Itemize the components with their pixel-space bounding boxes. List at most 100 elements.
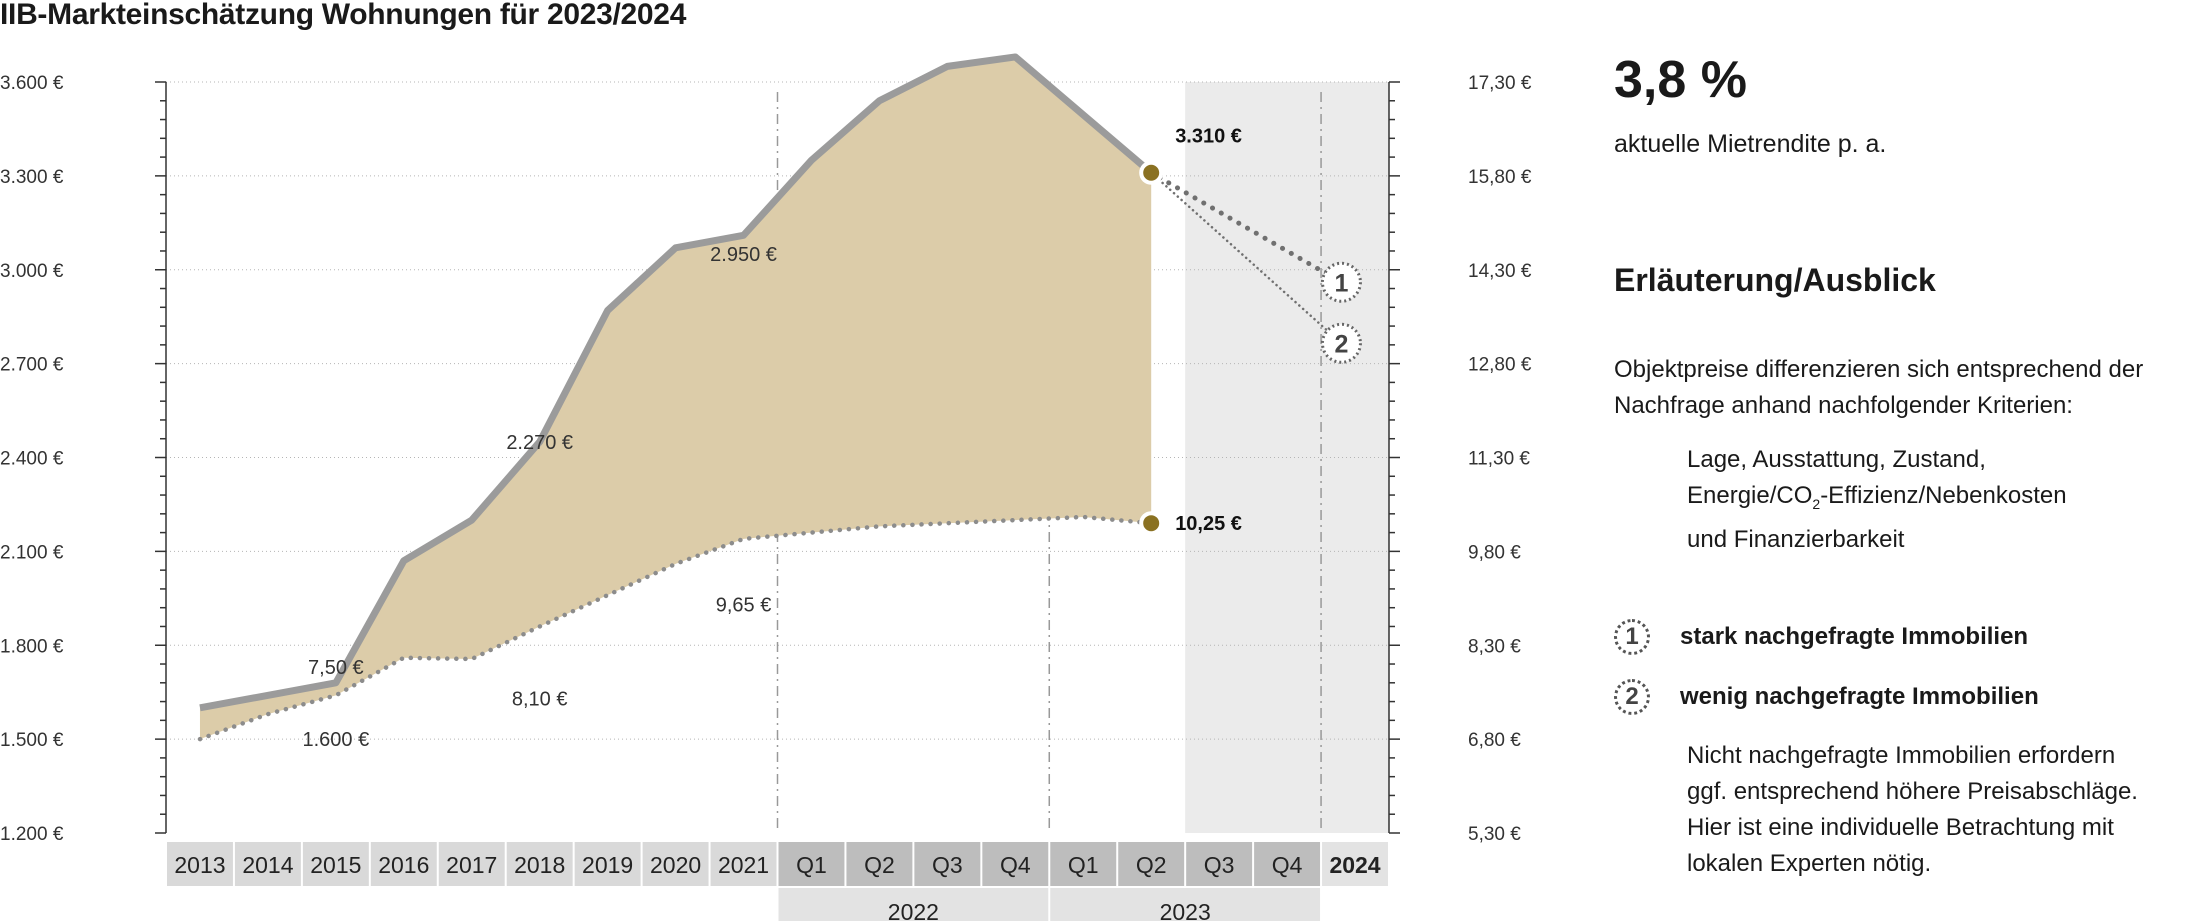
x-axis-cell	[574, 842, 641, 886]
data-label: 2.270 €	[506, 432, 573, 454]
y-tick-label-right: 17,30 €	[1468, 73, 1532, 94]
note-line-2: ggf. entsprechend höhere Preisabschläge.	[1687, 778, 2138, 805]
y-tick-label-left: 2.100 €	[0, 542, 64, 563]
forecast-marker-1-label: 1	[1334, 269, 1348, 297]
criteria-block: Lage, Ausstattung, Zustand, Energie/CO2-…	[1687, 442, 2067, 558]
x-axis-cell	[167, 842, 233, 886]
forecast-marker-2	[1320, 322, 1362, 364]
x-group-label: 2023	[1160, 899, 1211, 921]
y-tick-label-right: 6,80 €	[1468, 730, 1521, 751]
x-tick-label: Q3	[1204, 852, 1235, 878]
data-label: 8,10 €	[512, 688, 568, 710]
criteria-line-2b: -Effizienz/Nebenkosten	[1820, 482, 2067, 509]
x-tick-label: 2013	[174, 852, 225, 878]
x-axis-cell	[642, 842, 709, 886]
yield-label: aktuelle Mietrendite p. a.	[1614, 130, 1887, 158]
criteria-line-1: Lage, Ausstattung, Zustand,	[1687, 446, 1986, 473]
legend-label-1: stark nachgefragte Immobilien	[1680, 623, 2029, 650]
x-tick-label: 2015	[310, 852, 361, 878]
x-axis-cell	[1050, 842, 1117, 886]
x-axis-cell	[1322, 842, 1388, 886]
x-tick-label: Q3	[932, 852, 963, 878]
x-axis-cell	[234, 842, 301, 886]
data-label: 7,50 €	[308, 657, 364, 679]
criteria-line-3: und Finanzierbarkeit	[1687, 525, 1905, 553]
data-label: 2.950 €	[710, 244, 777, 266]
y-tick-label-right: 15,80 €	[1468, 167, 1532, 188]
y-tick-label-left: 2.700 €	[0, 355, 64, 376]
x-axis-cell	[778, 842, 845, 886]
legend-item-1: 1 stark nachgefragte Immobilien	[1614, 619, 2028, 655]
x-tick-label: 2017	[446, 852, 497, 878]
legend-marker-2: 2	[1614, 679, 1650, 715]
x-tick-label: 2018	[514, 852, 565, 878]
data-label: 9,65 €	[716, 595, 772, 617]
forecast-line-1	[1148, 170, 1344, 285]
chart-title: IIB-Markteinschätzung Wohnungen für 2023…	[0, 0, 687, 31]
x-axis-cell	[438, 842, 505, 886]
price-rent-gap-area	[199, 56, 1152, 740]
y-tick-label-left: 3.300 €	[0, 167, 64, 188]
x-tick-label: 2014	[242, 852, 293, 878]
forecast-marker-2-label: 2	[1334, 330, 1348, 358]
x-tick-label: 2016	[378, 852, 429, 878]
legend-marker-1: 1	[1614, 619, 1650, 655]
x-axis-cell	[1254, 842, 1321, 886]
price-rent-chart: 1 2 1.200 € 5,30 € 1.500 € 6,80 € 1.800 € 8,30…	[0, 53, 1532, 921]
y-tick-label-left: 3.600 €	[0, 73, 64, 94]
forecast-line-2	[1149, 171, 1343, 345]
note-line-4: lokalen Experten nötig.	[1687, 850, 1932, 877]
explanation-heading: Erläuterung/Ausblick	[1614, 262, 1936, 298]
x-tick-label: 2024	[1329, 852, 1380, 878]
x-axis-cell	[710, 842, 777, 886]
data-label: 1.600 €	[302, 729, 369, 751]
y-tick-label-right: 5,30 €	[1468, 824, 1521, 845]
y-tick-label-left: 1.200 €	[0, 824, 64, 845]
price-series-line	[199, 53, 1154, 712]
y-tick-label-right: 9,80 €	[1468, 542, 1521, 563]
x-axis-cell	[1118, 842, 1185, 886]
note-block: Nicht nachgefragte Immobilien erfordern …	[1687, 738, 2138, 882]
y-tick-label-left: 3.000 €	[0, 261, 64, 282]
x-tick-label: Q1	[1068, 852, 1099, 878]
price-end-marker	[1139, 160, 1164, 185]
x-tick-label: Q1	[796, 852, 827, 878]
x-tick-label: Q2	[864, 852, 895, 878]
x-tick-label: 2019	[582, 852, 633, 878]
x-group-cell	[1050, 888, 1321, 921]
criteria-line-2: Energie/CO2-Effizienz/Nebenkosten	[1687, 478, 2067, 522]
x-tick-label: Q4	[1272, 852, 1303, 878]
x-tick-label: Q4	[1000, 852, 1031, 878]
x-tick-label: Q2	[1136, 852, 1167, 878]
y-tick-label-right: 12,80 €	[1468, 355, 1532, 376]
intro-line-2: Nachfrage anhand nachfolgender Kriterien…	[1614, 392, 2073, 419]
x-axis-cell	[914, 842, 981, 886]
x-axis-cell	[506, 842, 573, 886]
legend-item-2: 2 wenig nachgefragte Immobilien	[1614, 679, 2039, 715]
yield-value: 3,8 %	[1614, 51, 1747, 109]
x-axis-cell	[1186, 842, 1253, 886]
criteria-line-2a: Energie/CO	[1687, 482, 1813, 509]
x-axis-cell	[846, 842, 913, 886]
forecast-background	[1185, 82, 1389, 833]
y-tick-label-right: 14,30 €	[1468, 261, 1532, 282]
y-tick-label-left: 1.800 €	[0, 636, 64, 657]
rent-end-marker	[1139, 511, 1164, 536]
y-tick-label-right: 11,30 €	[1468, 449, 1530, 470]
rent-series-line	[197, 514, 1154, 742]
note-line-3: Hier ist eine individuelle Betrachtung m…	[1687, 814, 2114, 841]
data-label: 3.310 €	[1175, 126, 1242, 148]
legend-label-2: wenig nachgefragte Immobilien	[1680, 683, 2039, 710]
y-tick-label-left: 1.500 €	[0, 730, 64, 751]
data-label: 10,25 €	[1175, 513, 1242, 535]
criteria-sub: 2	[1812, 495, 1821, 512]
x-axis-cell	[302, 842, 369, 886]
y-tick-label-right: 8,30 €	[1468, 636, 1521, 657]
x-tick-label: 2021	[718, 852, 769, 878]
x-group-label: 2022	[888, 899, 939, 921]
note-line-1: Nicht nachgefragte Immobilien erfordern	[1687, 742, 2116, 769]
x-axis-cell	[982, 842, 1049, 886]
intro-line-1: Objektpreise differenzieren sich entspre…	[1614, 356, 2144, 383]
x-axis-cell	[370, 842, 437, 886]
x-group-cell	[778, 888, 1049, 921]
